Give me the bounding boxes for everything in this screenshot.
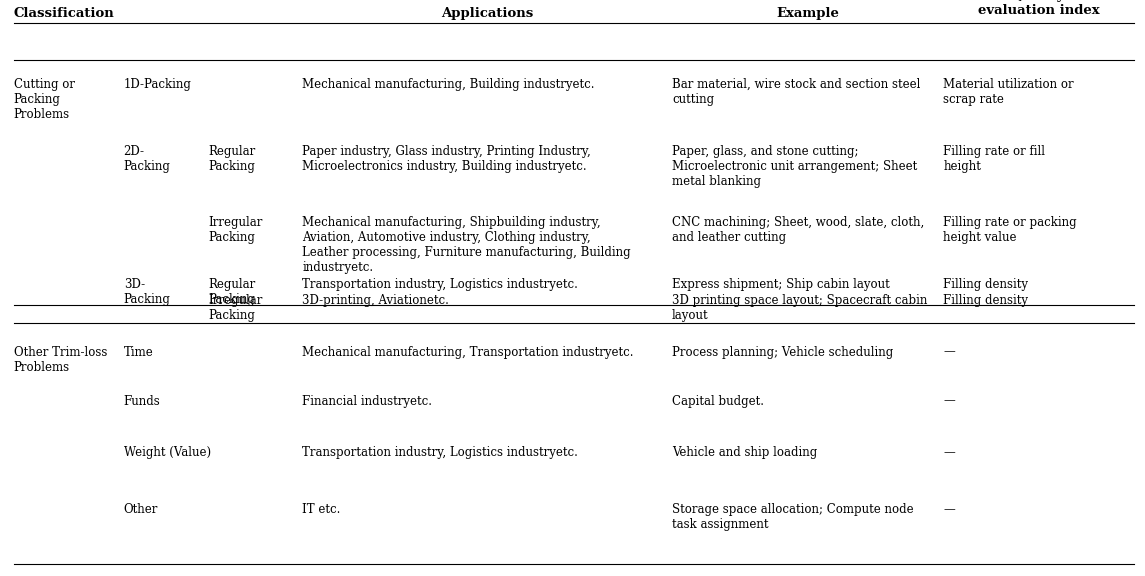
Text: —: — xyxy=(943,395,955,408)
Text: Filling density: Filling density xyxy=(943,294,1028,307)
Text: Mechanical manufacturing, Shipbuilding industry,
Aviation, Automotive industry, : Mechanical manufacturing, Shipbuilding i… xyxy=(302,216,631,274)
Text: CNC machining; Sheet, wood, slate, cloth,
and leather cutting: CNC machining; Sheet, wood, slate, cloth… xyxy=(672,216,924,244)
Text: Time: Time xyxy=(124,346,153,359)
Text: Paper, glass, and stone cutting;
Microelectronic unit arrangement; Sheet
metal b: Paper, glass, and stone cutting; Microel… xyxy=(672,145,917,188)
Text: 3D printing space layout; Spacecraft cabin
layout: 3D printing space layout; Spacecraft cab… xyxy=(672,294,927,322)
Text: Storage space allocation; Compute node
task assignment: Storage space allocation; Compute node t… xyxy=(672,503,914,531)
Text: Filling density: Filling density xyxy=(943,278,1028,291)
Text: Mechanical manufacturing, Transportation industryetc.: Mechanical manufacturing, Transportation… xyxy=(302,346,634,359)
Text: —: — xyxy=(943,503,955,516)
Text: 2D-
Packing: 2D- Packing xyxy=(124,145,171,173)
Text: Weight (Value): Weight (Value) xyxy=(124,446,211,460)
Text: Material utilization or
scrap rate: Material utilization or scrap rate xyxy=(943,78,1074,106)
Text: Applications: Applications xyxy=(441,7,534,20)
Text: Funds: Funds xyxy=(124,395,160,408)
Text: Filling rate or fill
height: Filling rate or fill height xyxy=(943,145,1045,173)
Text: —: — xyxy=(943,346,955,359)
Text: Mechanical manufacturing, Building industryetc.: Mechanical manufacturing, Building indus… xyxy=(302,78,594,91)
Text: Capital budget.: Capital budget. xyxy=(672,395,764,408)
Text: Transportation industry, Logistics industryetc.: Transportation industry, Logistics indus… xyxy=(302,278,578,291)
Text: Filling rate or packing
height value: Filling rate or packing height value xyxy=(943,216,1077,244)
Text: 3D-printing, Aviationetc.: 3D-printing, Aviationetc. xyxy=(302,294,449,307)
Text: Process planning; Vehicle scheduling: Process planning; Vehicle scheduling xyxy=(672,346,893,359)
Text: 3D-
Packing: 3D- Packing xyxy=(124,278,171,306)
Text: Regular
Packing: Regular Packing xyxy=(208,278,255,306)
Text: Example: Example xyxy=(776,7,839,20)
Text: Irregular
Packing: Irregular Packing xyxy=(208,216,262,244)
Text: Bar material, wire stock and section steel
cutting: Bar material, wire stock and section ste… xyxy=(672,78,921,106)
Text: 1D-Packing: 1D-Packing xyxy=(124,78,191,91)
Text: —: — xyxy=(943,446,955,460)
Text: Quality
evaluation index: Quality evaluation index xyxy=(978,0,1099,17)
Text: Other: Other xyxy=(124,503,158,516)
Text: Other Trim-loss
Problems: Other Trim-loss Problems xyxy=(14,346,108,374)
Text: IT etc.: IT etc. xyxy=(302,503,341,516)
Text: Classification: Classification xyxy=(14,7,114,20)
Text: Cutting or
Packing
Problems: Cutting or Packing Problems xyxy=(14,78,74,121)
Text: Vehicle and ship loading: Vehicle and ship loading xyxy=(672,446,818,460)
Text: Paper industry, Glass industry, Printing Industry,
Microelectronics industry, Bu: Paper industry, Glass industry, Printing… xyxy=(302,145,591,173)
Text: Regular
Packing: Regular Packing xyxy=(208,145,255,173)
Text: Express shipment; Ship cabin layout: Express shipment; Ship cabin layout xyxy=(672,278,890,291)
Text: Irregular
Packing: Irregular Packing xyxy=(208,294,262,322)
Text: Transportation industry, Logistics industryetc.: Transportation industry, Logistics indus… xyxy=(302,446,578,460)
Text: Financial industryetc.: Financial industryetc. xyxy=(302,395,433,408)
